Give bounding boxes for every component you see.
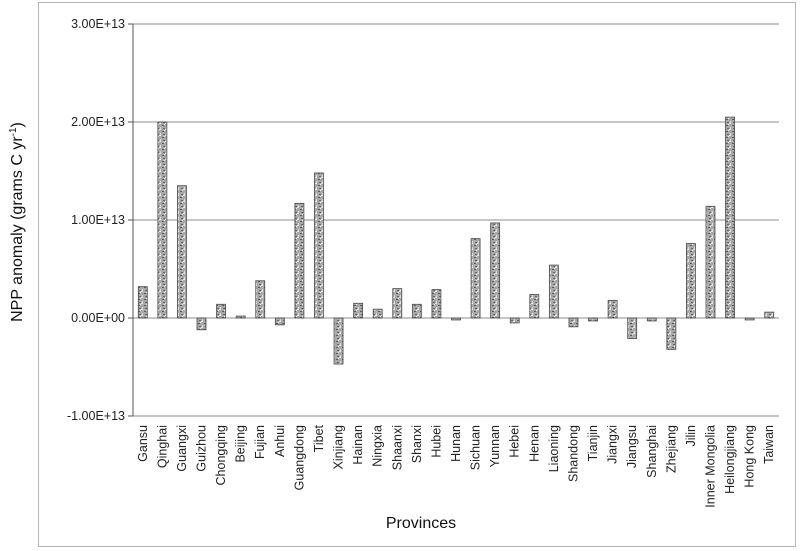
x-tick-label: Inner Mongolia: [703, 425, 717, 508]
bar: [627, 317, 638, 339]
y-tick-label: 0.00E+00: [71, 311, 125, 325]
x-tick-label: Sichuan: [469, 425, 483, 470]
x-tick-label: Hainan: [351, 425, 365, 465]
bar: [686, 243, 696, 319]
bar: [509, 317, 520, 324]
x-tick-label: Zhejiang: [664, 425, 678, 473]
x-tick-label: Taiwan: [762, 425, 776, 464]
x-tick-label: Tianjin: [586, 425, 600, 461]
gridlines: [133, 23, 779, 417]
y-tick-label: 2.00E+13: [71, 115, 125, 129]
bars: [137, 116, 775, 365]
x-tick-label: Henan: [527, 425, 541, 462]
bar: [764, 311, 775, 319]
x-axis-title: Provinces: [386, 515, 456, 532]
axis-labels: 3.00E+13 2.00E+13 1.00E+13 0.00E+00 -1.00E+1…: [67, 17, 776, 532]
bar: [157, 121, 168, 319]
bar: [274, 317, 285, 326]
x-tick-label: Hong Kong: [743, 425, 757, 488]
bar: [216, 303, 226, 319]
x-tick-label: Liaoning: [547, 425, 561, 472]
bar: [294, 202, 305, 319]
bar: [490, 222, 501, 319]
x-tick-label: Gansu: [136, 425, 150, 462]
bar: [548, 264, 559, 319]
x-tick-label: Hunan: [449, 425, 463, 462]
x-tick-label: Jiangxi: [606, 425, 620, 464]
bar: [431, 289, 442, 319]
chart-frame: 3.00E+13 2.00E+13 1.00E+13 0.00E+00 -1.00E+1…: [38, 2, 796, 547]
y-tick-label: 1.00E+13: [71, 213, 125, 227]
x-tick-label: Shandong: [566, 425, 580, 482]
bar: [353, 302, 364, 319]
x-tick-label: Guizhou: [195, 425, 209, 472]
bar: [411, 303, 422, 319]
x-tick-label: Shanghai: [645, 425, 659, 478]
axes: [128, 23, 134, 417]
x-tick-label: Beijing: [234, 425, 248, 463]
y-axis-title-close: ): [9, 122, 26, 127]
bar: [529, 294, 540, 319]
bar: [235, 315, 246, 319]
x-tick-label: Ningxia: [371, 425, 385, 467]
bar: [177, 185, 187, 319]
x-tick-label: Jilin: [684, 425, 698, 447]
x-tick-label: Qinghai: [155, 425, 169, 468]
x-tick-label: Chongqing: [214, 425, 228, 486]
x-tick-label: Hebei: [508, 425, 522, 458]
x-tick-label: Hubei: [429, 425, 443, 458]
bar: [470, 238, 481, 319]
bar: [372, 308, 383, 319]
bar: [137, 286, 148, 319]
bar: [588, 317, 598, 322]
bar: [392, 288, 403, 319]
bar: [705, 205, 716, 319]
x-tick-label: Fujian: [253, 425, 267, 459]
bar: [333, 317, 344, 365]
y-axis-title: NPP anomaly (grams C yr-1): [8, 122, 26, 322]
x-tick-label: Heilongjiang: [723, 425, 737, 494]
chart-canvas: 3.00E+13 2.00E+13 1.00E+13 0.00E+00 -1.00E+1…: [67, 17, 779, 532]
bar: [607, 299, 618, 319]
x-tick-label: Xinjiang: [332, 425, 346, 470]
x-tick-label: Guangxi: [175, 425, 189, 472]
bar: [314, 172, 324, 319]
bar: [666, 317, 677, 350]
x-tick-label: Shanxi: [410, 425, 424, 463]
x-tick-label: Shaanxi: [390, 425, 404, 470]
bar: [725, 116, 735, 319]
x-tick-label: Jiangsu: [625, 425, 639, 468]
bar: [451, 317, 461, 321]
bar: [646, 317, 657, 322]
x-tick-label: Guangdong: [292, 425, 306, 490]
y-axis-title-main: NPP anomaly (grams C yr: [9, 136, 26, 322]
x-tick-label: Tibet: [312, 424, 326, 452]
y-tick-label: 3.00E+13: [71, 17, 125, 31]
bar: [568, 317, 579, 328]
y-axis-title-superscript: -1: [8, 127, 19, 136]
y-tick-label: -1.00E+13: [67, 409, 125, 423]
bar: [196, 317, 207, 331]
x-tick-label: Yunnan: [488, 425, 502, 467]
x-tick-label: Anhui: [273, 425, 287, 457]
bar: [744, 317, 755, 321]
bar: [255, 280, 266, 319]
